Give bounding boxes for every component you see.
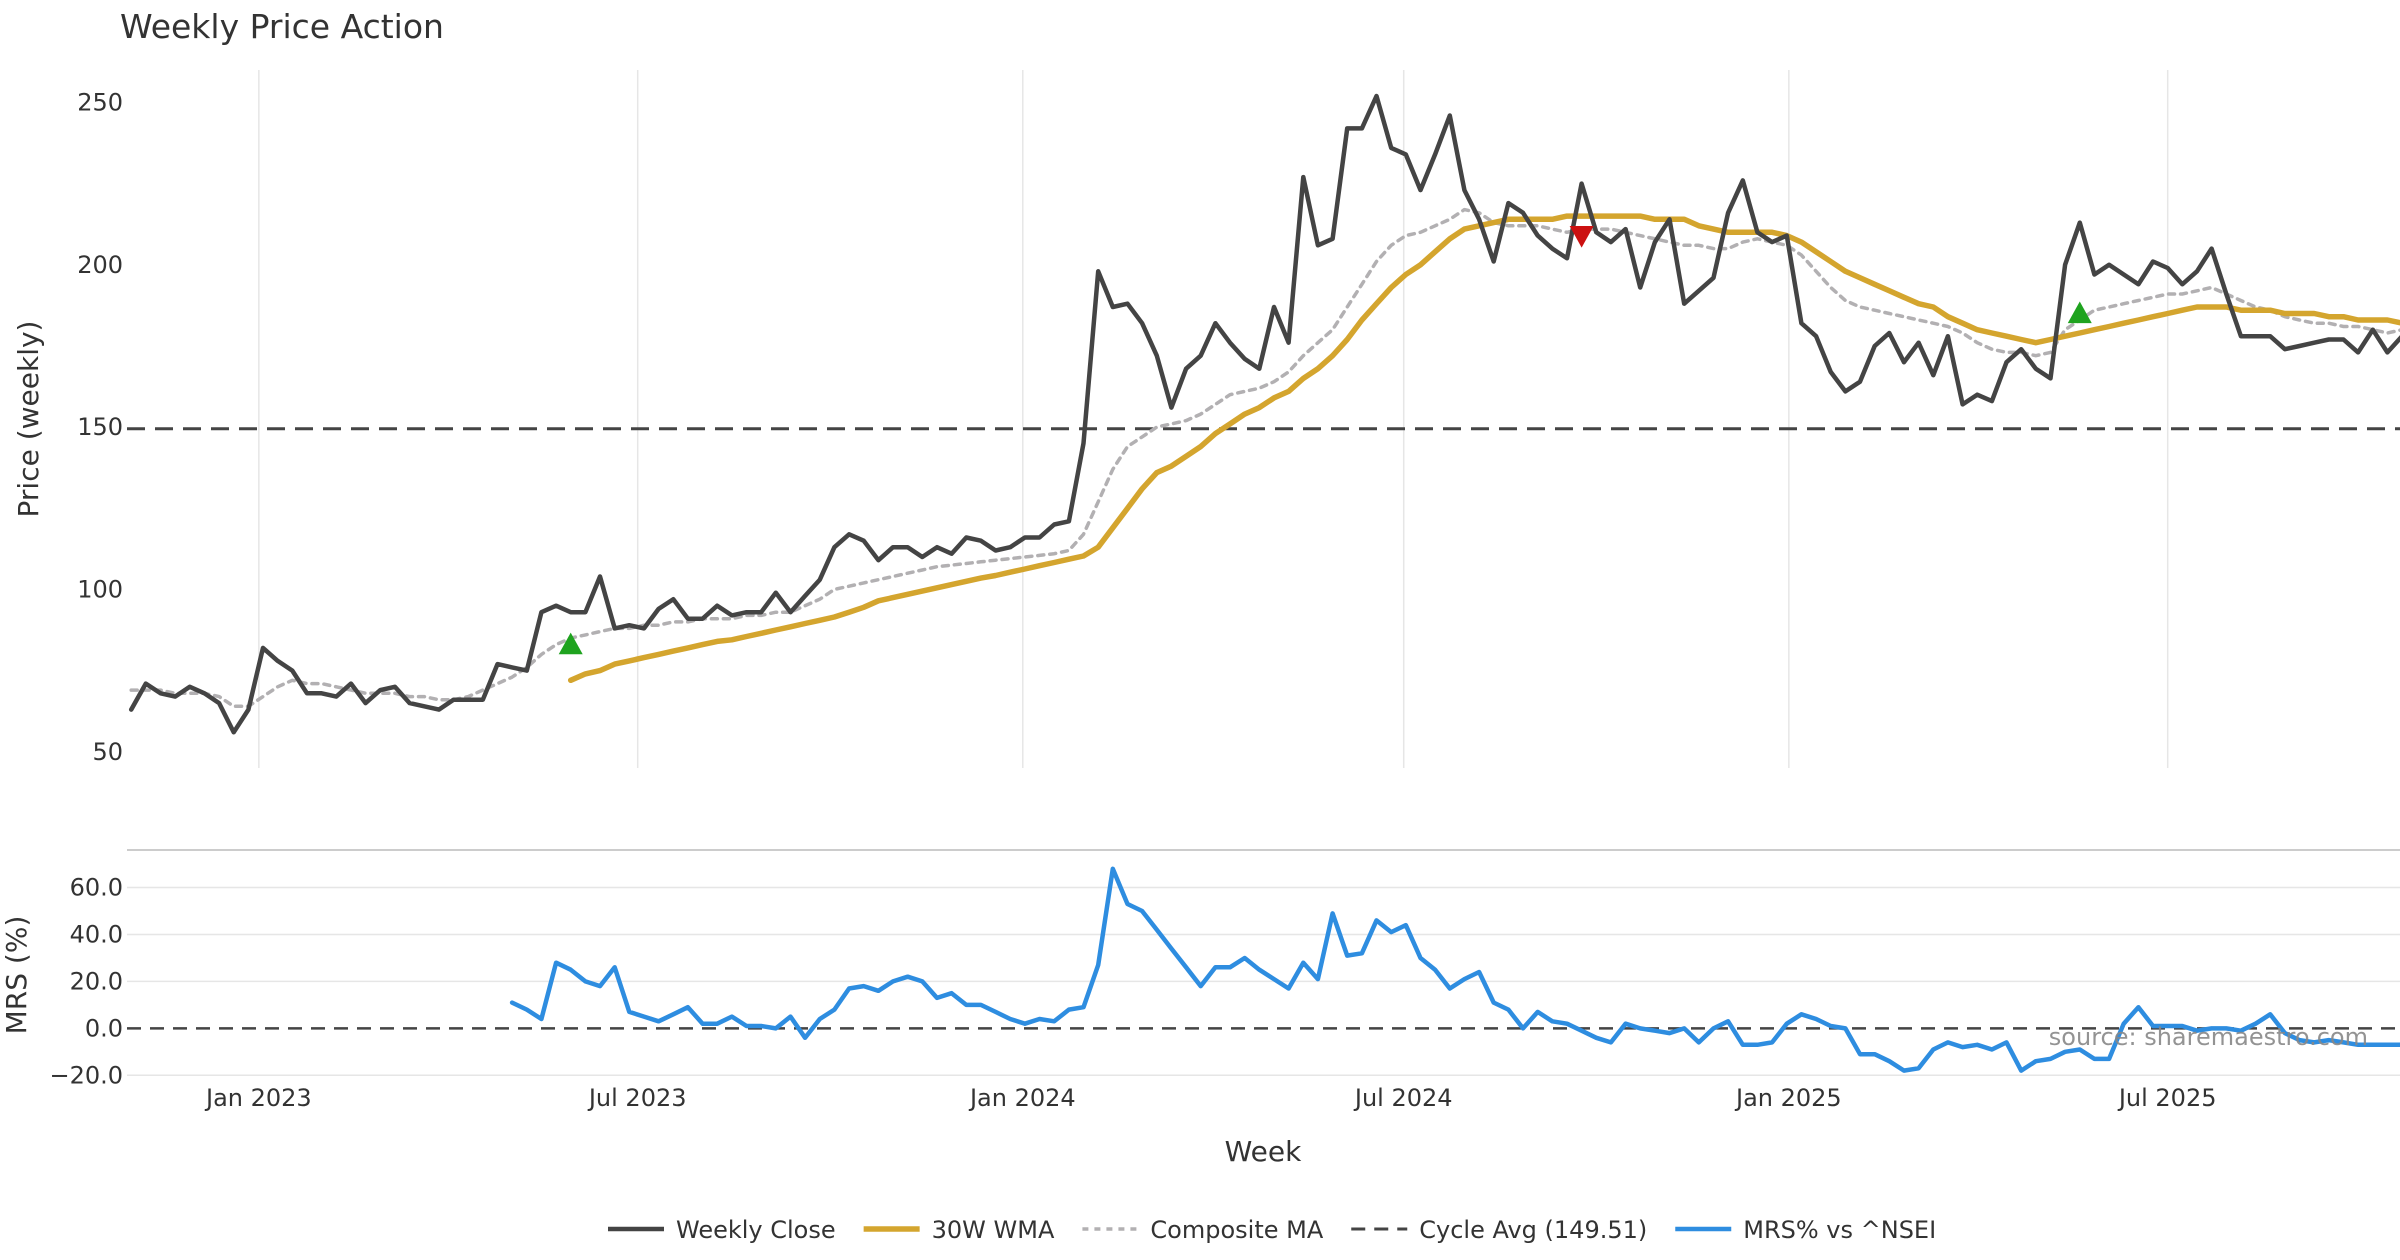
legend-item-mrs: MRS% vs ^NSEI [1675, 1216, 1936, 1244]
legend: Weekly Close 30W WMA Composite MA Cycle Avg… [608, 1216, 1936, 1244]
weekly-close-line [128, 93, 2400, 735]
mrs-line [509, 866, 2400, 1073]
price-y-tick-label: 50 [92, 738, 123, 766]
x-axis-label: Week [1225, 1135, 1302, 1168]
x-tick-labels: Jan 2023 Jul 2023 Jan 2024 Jul 2024 Jan 2025… [204, 1084, 2217, 1112]
mrs-series-group [509, 866, 2400, 1073]
price-panel: 50 100 150 200 250 Price (weekly) [12, 70, 2400, 768]
x-tick-label: Jul 2023 [587, 1084, 687, 1112]
composite-ma-line [129, 207, 2400, 709]
mrs-y-tick-label: 0.0 [85, 1014, 123, 1042]
mrs-panel: 60.0 40.0 20.0 0.0 −20.0 MRS (%) source: sha… [0, 849, 2400, 1089]
legend-item-wma-30w: 30W WMA [863, 1216, 1055, 1244]
price-y-tick-label: 250 [77, 88, 123, 116]
legend-label: Weekly Close [676, 1216, 836, 1244]
price-y-axis-label: Price (weekly) [12, 321, 45, 518]
chart-title: Weekly Price Action [120, 7, 444, 46]
x-tick-label: Jan 2025 [1734, 1084, 1842, 1112]
mrs-y-tick-label: 40.0 [70, 920, 123, 948]
legend-label: Cycle Avg (149.51) [1419, 1216, 1647, 1244]
mrs-y-tick-label: −20.0 [49, 1061, 123, 1089]
mrs-y-tick-label: 20.0 [70, 967, 123, 995]
legend-item-cycle-avg: Cycle Avg (149.51) [1351, 1216, 1647, 1244]
price-x-grid [258, 70, 2169, 768]
price-y-tick-label: 200 [77, 251, 123, 279]
x-tick-label: Jul 2025 [2117, 1084, 2217, 1112]
price-y-tick-label: 100 [77, 575, 123, 603]
legend-item-weekly-close: Weekly Close [608, 1216, 836, 1244]
legend-item-composite-ma: Composite MA [1082, 1216, 1324, 1244]
x-tick-label: Jul 2024 [1353, 1084, 1453, 1112]
price-y-ticks: 50 100 150 200 250 [77, 88, 123, 765]
wma-30w-line [567, 213, 2400, 684]
mrs-y-axis-label: MRS (%) [0, 916, 33, 1035]
x-tick-label: Jan 2024 [968, 1084, 1076, 1112]
x-tick-label: Jan 2023 [204, 1084, 312, 1112]
mrs-y-tick-label: 60.0 [70, 874, 123, 902]
source-note: source: sharemaestro.com [2049, 1023, 2368, 1051]
signal-markers [558, 225, 2092, 655]
sell-signal-marker [1569, 225, 1594, 248]
price-series-group [128, 93, 2400, 735]
price-y-tick-label: 150 [77, 413, 123, 441]
buy-signal-marker [558, 632, 583, 655]
legend-label: 30W WMA [932, 1216, 1055, 1244]
buy-signal-marker [2067, 301, 2092, 324]
mrs-y-grid: 60.0 40.0 20.0 0.0 −20.0 [49, 874, 2400, 1089]
legend-label: MRS% vs ^NSEI [1743, 1216, 1936, 1244]
legend-label: Composite MA [1150, 1216, 1323, 1244]
